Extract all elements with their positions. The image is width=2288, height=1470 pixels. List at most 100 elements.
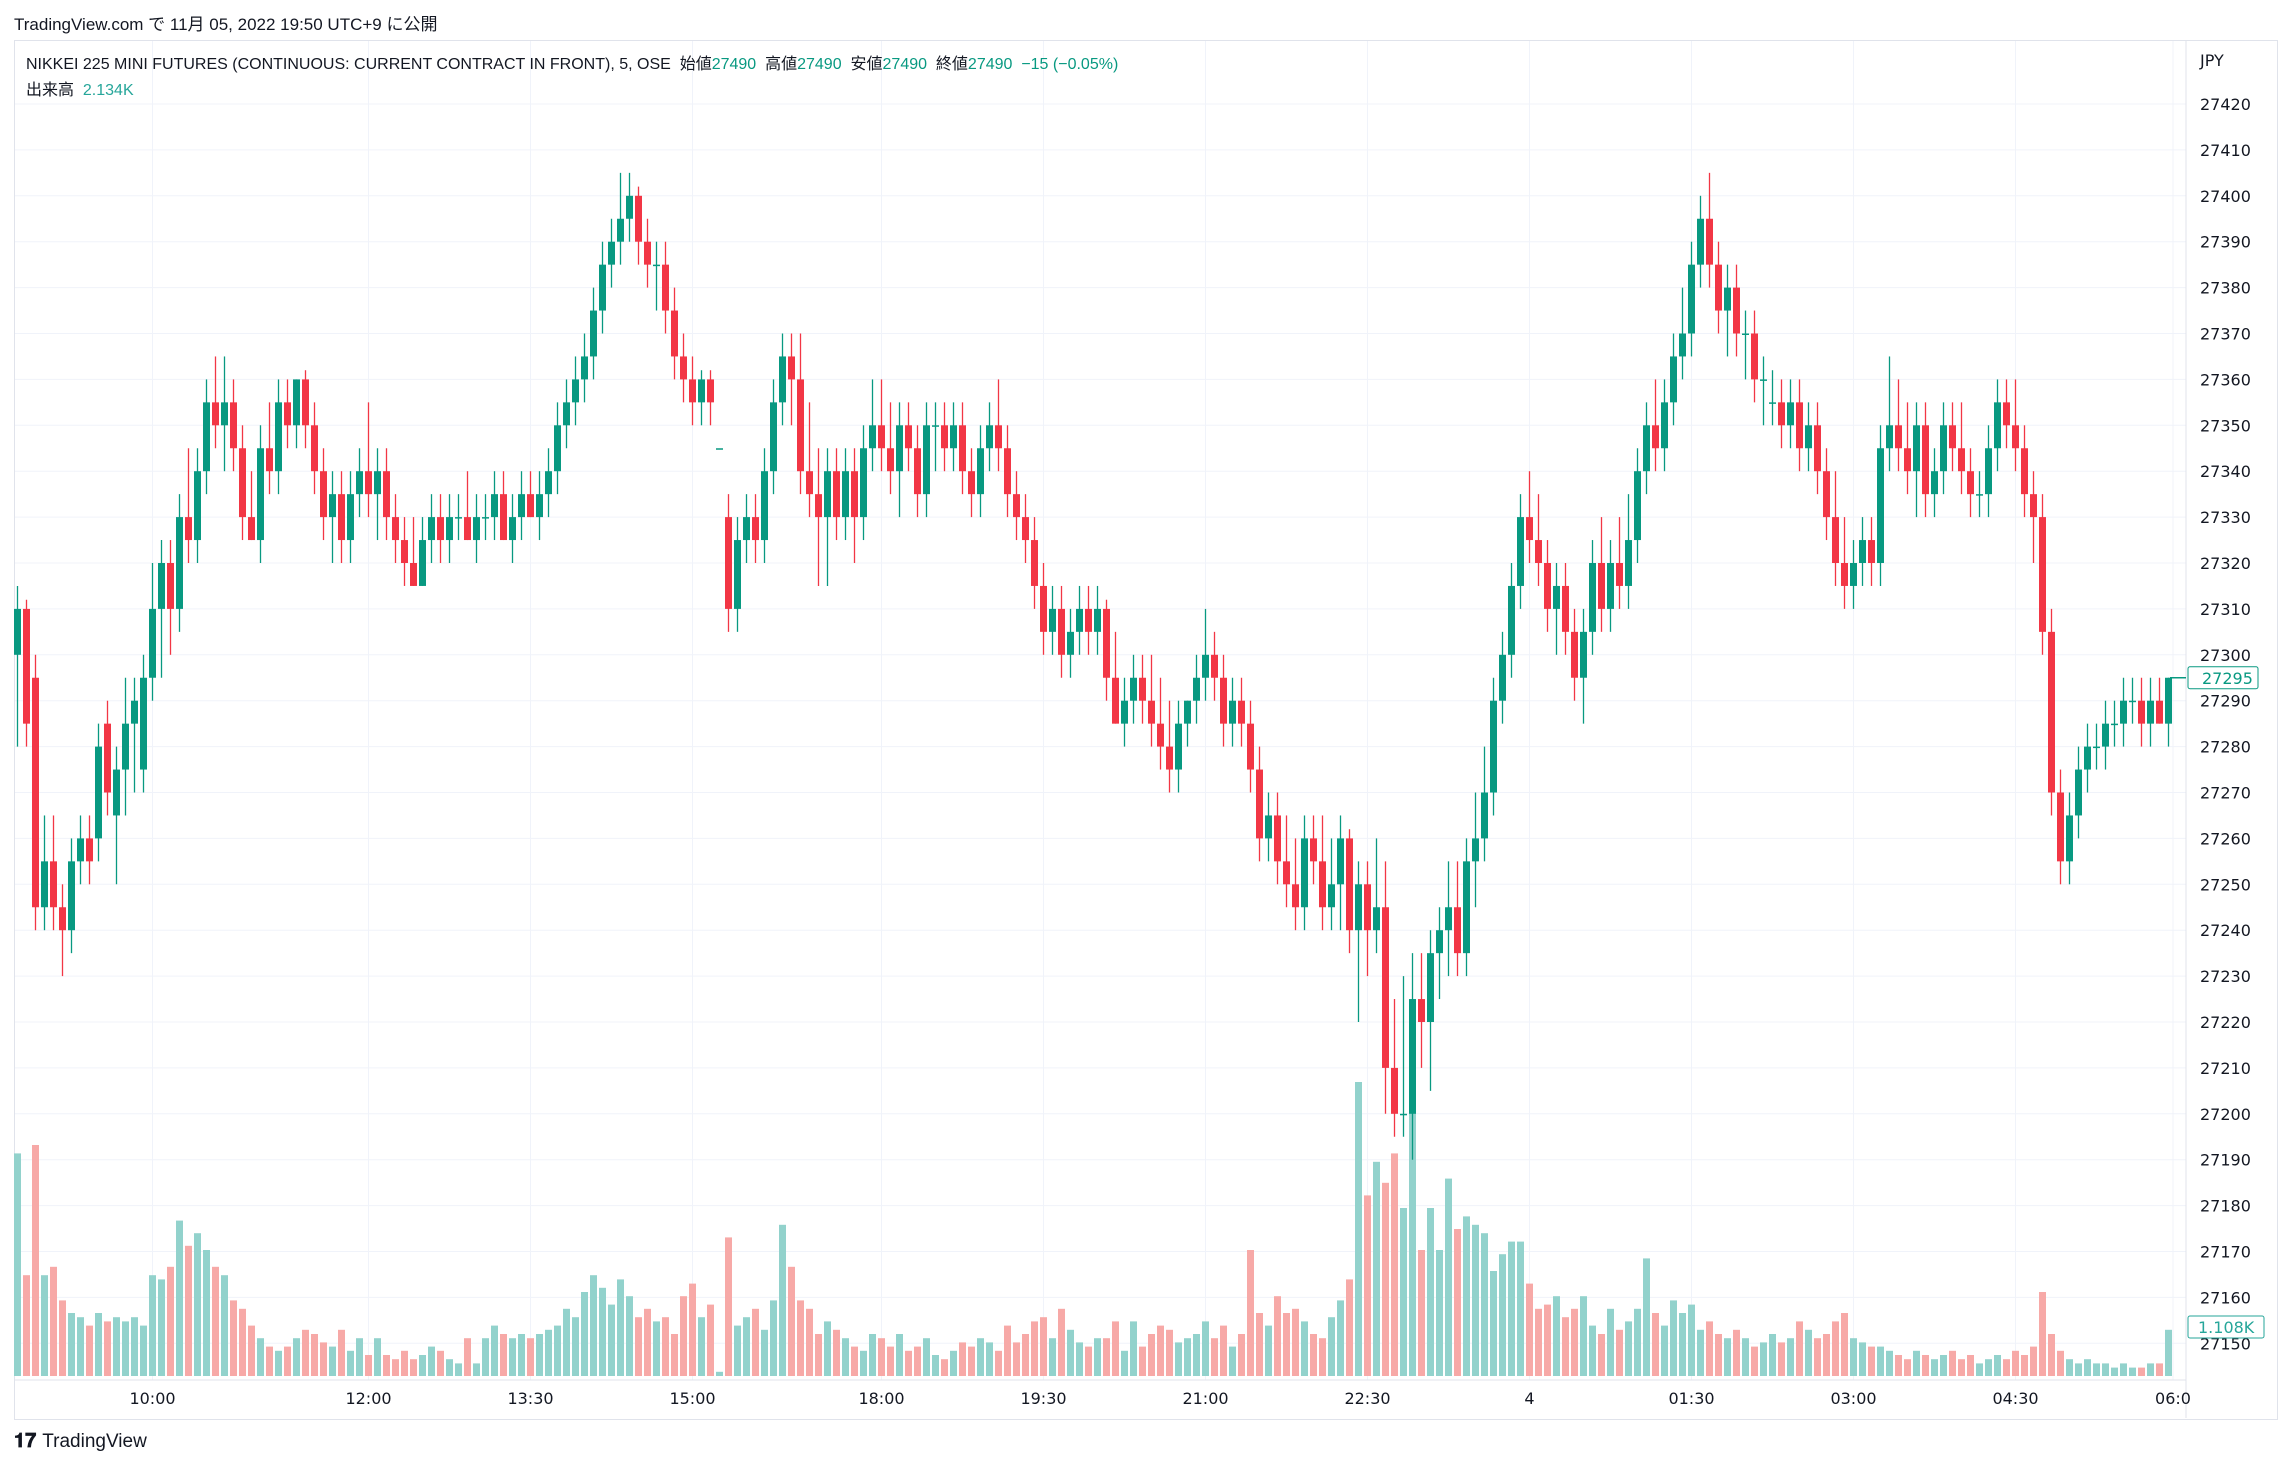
candle: [1445, 861, 1452, 977]
candle-body: [1301, 838, 1308, 908]
candle: [1958, 402, 1965, 495]
volume-bar: [1661, 1325, 1668, 1376]
candle: [1463, 838, 1470, 977]
candle: [455, 494, 462, 541]
chart-frame: [14, 40, 2278, 1420]
volume-bar: [1625, 1321, 1632, 1376]
low-label: 安値: [850, 56, 883, 73]
volume-bar: [32, 1145, 39, 1376]
candle: [869, 379, 876, 472]
volume-bar: [2147, 1363, 2154, 1376]
candle-body: [2030, 494, 2037, 518]
candle: [1895, 379, 1902, 472]
candle-body: [1580, 631, 1587, 678]
price-axis[interactable]: JPY 27420 27410 27400 27390 27380 27370 27360 2…: [2199, 51, 2251, 1353]
candle-body: [2012, 425, 2019, 449]
volume-bar: [1598, 1334, 1605, 1376]
volume-bar: [1211, 1338, 1218, 1376]
candles: [14, 172, 2172, 1160]
candle-body: [1535, 540, 1542, 563]
volume-bar: [986, 1342, 993, 1376]
candle: [410, 517, 417, 586]
volume-bar: [1463, 1216, 1470, 1376]
last-price-box: [2187, 666, 2259, 690]
candle: [941, 402, 948, 472]
volume-bar: [221, 1275, 228, 1376]
volume-bar: [1508, 1241, 1515, 1376]
candle-body: [50, 861, 57, 908]
candle-body: [365, 471, 372, 495]
candle-body: [1886, 425, 1893, 449]
volume-bar: [167, 1266, 174, 1376]
footer-logo[interactable]: 𝟏𝟕 TradingView: [14, 1430, 147, 1453]
candle-body: [158, 563, 165, 609]
candle-body: [491, 494, 498, 518]
candle: [86, 815, 93, 885]
candle: [1697, 195, 1704, 288]
candle-body: [1616, 563, 1623, 586]
volume-bar: [1031, 1321, 1038, 1376]
candle: [986, 402, 993, 472]
volume-bar: [1274, 1296, 1281, 1376]
candle: [2075, 746, 2082, 839]
volume-label[interactable]: 出来高: [26, 82, 75, 99]
candle-body: [2111, 723, 2118, 726]
candle-body: [635, 195, 642, 242]
price-tick-label: 27380: [2200, 279, 2251, 298]
candle: [1238, 677, 1245, 747]
candle: [1220, 654, 1227, 747]
last-volume-marker: 1.108K: [2187, 1315, 2265, 1339]
candle-body: [1445, 907, 1452, 931]
candle-body: [1643, 425, 1650, 472]
candle-body: [2021, 448, 2028, 495]
candle-body: [1859, 540, 1866, 563]
candle-body: [1058, 608, 1065, 655]
candle: [356, 448, 363, 518]
candlestick-chart[interactable]: JPY 27420 27410 27400 27390 27380 27370 27360 2…: [0, 0, 2288, 1420]
candle: [221, 356, 228, 472]
candle-body: [68, 861, 75, 931]
candle: [1184, 700, 1191, 747]
candle-body: [1841, 563, 1848, 586]
time-axis[interactable]: 10:00 12:00 13:30 15:00 18:00 19:30 21:00 22:30…: [129, 1389, 2191, 1408]
candle-body: [1427, 953, 1434, 1022]
volume-bar: [1535, 1308, 1542, 1376]
candle-body: [644, 241, 651, 265]
candle-body: [986, 425, 993, 449]
candle-body: [914, 448, 921, 495]
candle-body: [1742, 333, 1749, 335]
volume-bar: [1256, 1313, 1263, 1376]
candle: [1607, 540, 1614, 632]
candle-body: [2048, 631, 2055, 793]
candle: [401, 517, 408, 586]
volume-bar: [1967, 1355, 1974, 1376]
candle-body: [1472, 838, 1479, 862]
candle: [158, 540, 165, 678]
volume-bar: [59, 1300, 66, 1376]
volume-bar: [752, 1308, 759, 1376]
volume-bar: [905, 1350, 912, 1376]
volume-bar: [1319, 1338, 1326, 1376]
candle-body: [1454, 907, 1461, 954]
volume-bar: [833, 1329, 840, 1376]
candle: [176, 494, 183, 632]
candle-body: [1787, 402, 1794, 426]
candle: [1211, 631, 1218, 701]
volume-bar: [1301, 1321, 1308, 1376]
price-tick-label: 27360: [2200, 370, 2251, 389]
candle-body: [473, 517, 480, 541]
candle: [266, 402, 273, 495]
candle: [905, 402, 912, 472]
symbol-title[interactable]: NIKKEI 225 MINI FUTURES (CONTINUOUS: CUR…: [26, 56, 671, 73]
volume-bar: [266, 1346, 273, 1376]
candle-body: [86, 838, 93, 862]
candle: [1796, 379, 1803, 472]
volume-bar: [1778, 1342, 1785, 1376]
volume-bar: [743, 1317, 750, 1376]
candle-body: [374, 471, 381, 495]
ohlc-line: NIKKEI 225 MINI FUTURES (CONTINUOUS: CUR…: [26, 52, 1118, 78]
candle: [1418, 953, 1425, 1068]
candle: [734, 517, 741, 632]
volume-bar: [320, 1342, 327, 1376]
candle: [1301, 815, 1308, 931]
